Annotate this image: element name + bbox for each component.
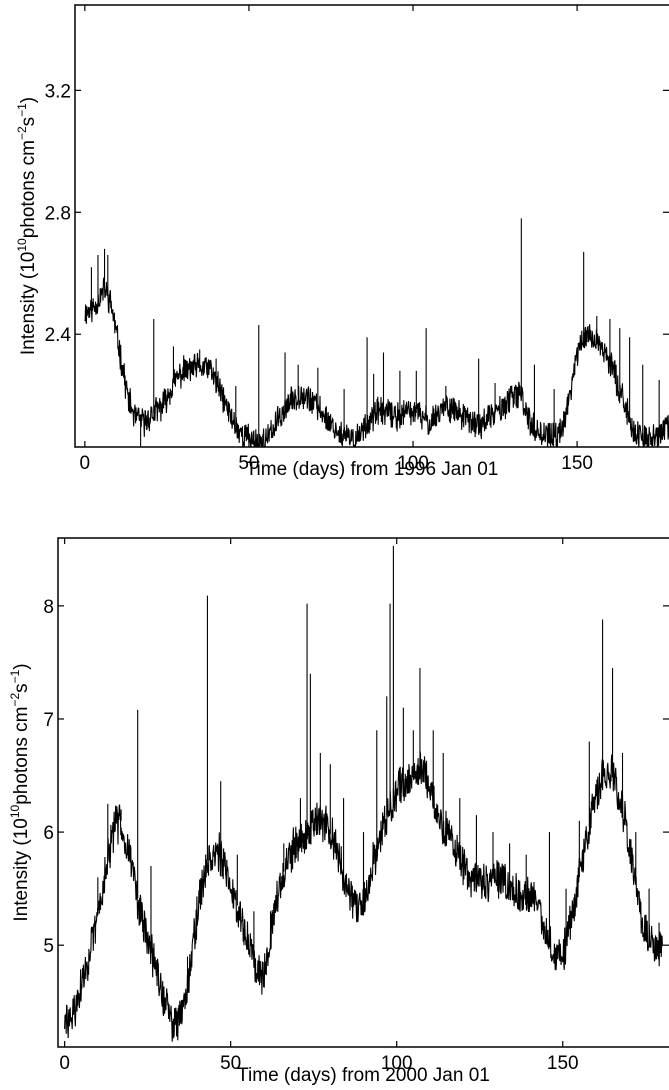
- y-tick-label: 5: [43, 936, 54, 957]
- y-tick-label: 7: [43, 710, 54, 731]
- x-tick-label: 0: [59, 1053, 70, 1074]
- y-axis-label-exp3: −1: [8, 669, 22, 683]
- axes-frame: [57, 537, 669, 1048]
- y-axis-label-prefix: Intensity (10: [18, 252, 39, 356]
- y-axis-label-mid2: s: [18, 117, 39, 127]
- y-axis-label-mid: photons cm: [18, 140, 39, 238]
- x-axis-label: Time (days) from 2000 Jan 01: [237, 1065, 490, 1086]
- y-tick-label: 6: [43, 823, 54, 844]
- y-axis-label: Intensity (1010photons cm−2s−1): [8, 663, 32, 921]
- y-axis-label-exp1: 10: [8, 804, 22, 818]
- y-axis-label-mid: photons cm: [11, 707, 32, 805]
- x-tick-label: 50: [238, 453, 259, 474]
- y-axis-label-suffix: ): [11, 663, 32, 669]
- y-axis-label-mid2: s: [11, 683, 32, 693]
- axes-frame: [74, 4, 669, 448]
- y-axis-label-exp2: −2: [8, 693, 22, 707]
- y-axis-label-exp2: −2: [15, 126, 29, 140]
- intensity-series-line: [64, 750, 663, 1042]
- x-axis-label: Time (days) from 1996 Jan 01: [246, 459, 499, 480]
- y-tick-label: 3.2: [45, 81, 71, 102]
- x-tick-label: 150: [547, 1053, 579, 1074]
- y-axis-label-exp1: 10: [15, 238, 29, 252]
- x-tick-label: 100: [381, 1053, 413, 1074]
- y-tick-label: 8: [43, 597, 54, 618]
- y-axis-label-prefix: Intensity (10: [11, 818, 32, 922]
- y-axis-label-exp3: −1: [15, 103, 29, 117]
- y-axis-label: Intensity (1010photons cm−2s−1): [15, 97, 39, 355]
- y-tick-label: 2.8: [45, 203, 71, 224]
- x-tick-label: 100: [397, 453, 429, 474]
- y-tick-label: 2.4: [45, 325, 72, 346]
- x-tick-label: 150: [561, 453, 593, 474]
- intensity-series-line: [84, 277, 669, 447]
- x-tick-label: 50: [220, 1053, 241, 1074]
- x-tick-label: 0: [80, 453, 91, 474]
- y-axis-label-suffix: ): [18, 97, 39, 103]
- chart-panel-2: 0 50 100 150 5 6 7 8 Time (days) from 2000 Jan 0…: [8, 537, 669, 1086]
- chart-panel-1: 0 50 100 150 2.4 2.8 3.2 Time (days) from 1996 …: [15, 4, 669, 480]
